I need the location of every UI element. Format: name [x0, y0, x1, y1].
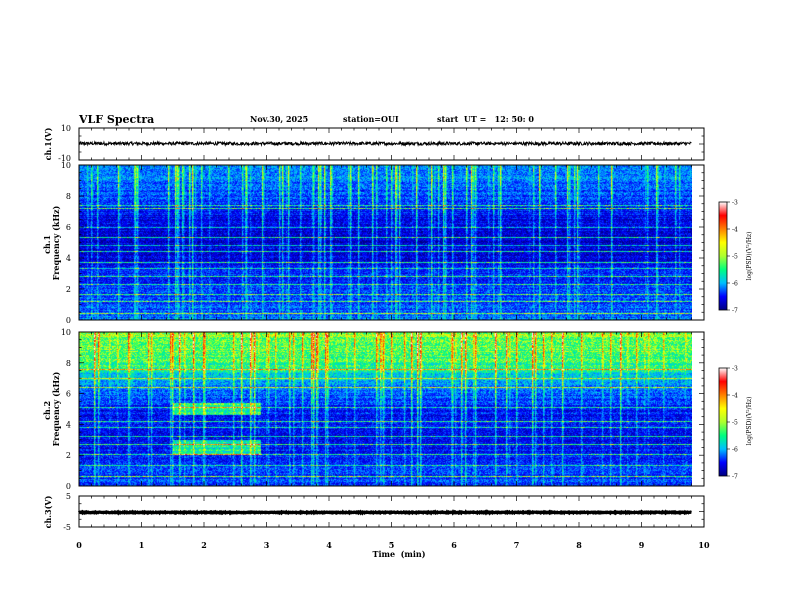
- start-time-label: start UT = 12: 50: 0: [437, 114, 534, 124]
- frequency-tick-label: 2: [66, 285, 71, 294]
- colorbar-tick-label: -7: [732, 474, 738, 481]
- ch1-spectrogram-ylabel: ch.1 Frequency (kHz): [42, 205, 61, 280]
- x-tick-label: 10: [698, 540, 710, 550]
- colorbar-tick-label: -4: [732, 393, 738, 400]
- ch2-ylabel-frequency: Frequency (kHz): [51, 371, 61, 446]
- colorbar-tick-label: -3: [732, 366, 738, 373]
- x-tick-label: 5: [389, 540, 395, 550]
- frequency-tick-label: 10: [61, 328, 71, 337]
- date-label: Nov.30, 2025: [250, 114, 308, 124]
- ch1-colorbar-label: log(PSD)(V²/Hz): [746, 232, 753, 281]
- ch3-waveform-trace: [77, 509, 692, 516]
- x-tick-label: 2: [201, 540, 207, 550]
- frequency-tick-label: 6: [66, 223, 71, 232]
- ch1-spectrogram-ytick-labels: 0 2 4 6 8 10: [61, 161, 71, 325]
- x-tick-label: 4: [326, 540, 332, 550]
- ch1-ytick-top: 10: [61, 124, 71, 133]
- colorbar-tick-label: -7: [732, 308, 738, 315]
- ch1-waveform-panel: 10 -10 ch.1(V): [43, 124, 705, 163]
- x-tick-label: 8: [576, 540, 582, 550]
- x-tick-label: 9: [639, 540, 645, 550]
- ch2-ylabel-channel: ch.2: [42, 401, 52, 420]
- time-axis-label: Time (min): [372, 549, 425, 559]
- x-tick-label: 7: [514, 540, 520, 550]
- ch2-colorbar-label: log(PSD)(V²/Hz): [746, 397, 753, 446]
- waveform-line: [77, 509, 692, 516]
- ch2-spectrogram-ytick-labels: 0 2 4 6 8 10: [61, 328, 71, 491]
- ch3-waveform-panel: 5 -5 ch.3(V): [43, 492, 705, 532]
- figure-title: VLF Spectra: [78, 113, 154, 126]
- frequency-tick-label: 0: [66, 482, 71, 491]
- station-label: station=OUI: [343, 114, 399, 124]
- ch3-waveform-ylabel: ch.3(V): [43, 495, 53, 528]
- ch1-ylabel-channel: ch.1: [42, 235, 52, 254]
- frequency-tick-label: 8: [66, 192, 71, 201]
- ch1-colorbar: [718, 201, 728, 311]
- ch2-spectrogram-ticks: [78, 331, 705, 487]
- colorbar-tick-label: -5: [732, 254, 738, 261]
- frequency-tick-label: 8: [66, 359, 71, 368]
- ch1-spectrogram-heatmap: [79, 165, 692, 320]
- ch3-waveform-ticks: [78, 495, 705, 528]
- colorbar-tick-label: -4: [732, 227, 738, 234]
- x-tick-label: 3: [264, 540, 270, 550]
- frequency-tick-label: 4: [66, 420, 71, 429]
- ch1-ytick-bottom: -10: [58, 154, 71, 163]
- colorbar-tick-label: -6: [732, 447, 738, 454]
- frequency-tick-label: 0: [66, 316, 71, 325]
- frequency-tick-label: 10: [61, 161, 71, 170]
- time-axis-tick-labels: 0 1 2 3 4 5 6 7 8 9 10: [76, 540, 710, 550]
- frequency-tick-label: 4: [66, 254, 71, 263]
- x-tick-label: 1: [139, 540, 145, 550]
- waveform-line: [78, 140, 692, 147]
- frequency-tick-label: 6: [66, 390, 71, 399]
- ch1-waveform-trace: [78, 140, 692, 147]
- ch3-ytick-bottom: -5: [63, 523, 71, 532]
- x-tick-label: 6: [451, 540, 457, 550]
- ch1-spectrogram-ticks: [78, 164, 705, 321]
- colorbar-tick-label: -3: [732, 200, 738, 207]
- ch2-spectrogram-heatmap: [79, 332, 692, 486]
- colorbar-tick-label: -5: [732, 420, 738, 427]
- ch2-colorbar-ticks: -7 -6 -5 -4 -3: [727, 366, 738, 481]
- ch3-ytick-top: 5: [66, 492, 71, 501]
- ch2-spectrogram-ylabel: ch.2 Frequency (kHz): [42, 371, 61, 446]
- ch1-colorbar-ticks: -7 -6 -5 -4 -3: [727, 200, 738, 315]
- ch1-waveform-ticks: [78, 127, 705, 161]
- ch1-ylabel-frequency: Frequency (kHz): [51, 205, 61, 280]
- colorbar-tick-label: -6: [732, 281, 738, 288]
- x-tick-label: 0: [76, 540, 82, 550]
- ch1-waveform-ylabel: ch.1(V): [43, 127, 53, 160]
- frequency-tick-label: 2: [66, 451, 71, 460]
- ch2-colorbar: [718, 367, 728, 477]
